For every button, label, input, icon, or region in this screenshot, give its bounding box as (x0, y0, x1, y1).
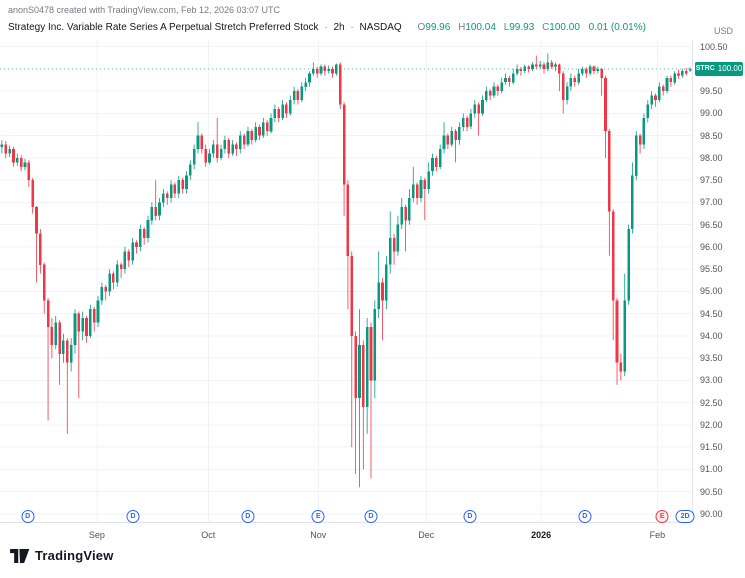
price-tick-label: 100.50 (700, 41, 728, 52)
legend-separator: · (324, 22, 328, 33)
price-tick-label: 95.50 (700, 264, 723, 275)
close-label: C (542, 22, 550, 33)
price-tick-label: 93.00 (700, 375, 723, 386)
time-axis-label: Dec (418, 530, 435, 540)
time-axis-label: Sep (88, 530, 105, 540)
low-label: L (503, 22, 510, 33)
open-label: O (417, 22, 426, 33)
price-scale[interactable]: 100.50 100.00 99.50 99.00 98.50 98.00 97.50 97.… (692, 40, 745, 522)
earnings-red-marker[interactable]: E (655, 510, 669, 523)
dividend-pill-marker[interactable]: 2D (675, 510, 695, 523)
open-value: 99.96 (425, 22, 451, 33)
exchange-label: NASDAQ (359, 22, 402, 33)
dividend-marker[interactable]: D (364, 510, 378, 523)
price-tick-label: 90.50 (700, 486, 723, 497)
dividend-marker[interactable]: D (463, 510, 477, 523)
time-axis-label: Feb (649, 530, 666, 540)
last-price-badge: STRC 100.00 (695, 61, 743, 76)
price-tick-label: 95.00 (700, 286, 723, 297)
tradingview-wordmark: TradingView (35, 548, 114, 563)
price-tick-label: 91.00 (700, 464, 723, 475)
price-tick-label: 96.00 (700, 241, 723, 252)
dividend-marker[interactable]: D (21, 510, 35, 523)
currency-label: USD (713, 26, 733, 36)
watermark-text: anonS0478 created with TradingView.com, … (8, 5, 281, 15)
time-axis-label: 2026 (531, 530, 552, 540)
price-tick-label: 92.00 (700, 419, 723, 430)
high-value: 100.04 (465, 22, 496, 33)
legend-separator: · (350, 22, 354, 33)
dividend-marker[interactable]: D (241, 510, 255, 523)
dividend-marker[interactable]: D (126, 510, 140, 523)
change-value: 0.01 (0.01%) (588, 22, 646, 33)
earnings-marker[interactable]: E (311, 510, 325, 523)
price-tick-label: 97.50 (700, 175, 723, 186)
time-axis-label: Oct (201, 530, 216, 540)
interval-label: 2h (333, 22, 345, 33)
badge-symbol: STRC (695, 65, 715, 73)
price-tick-label: 90.00 (700, 508, 723, 519)
price-tick-label: 97.00 (700, 197, 723, 208)
high-label: H (458, 22, 466, 33)
tradingview-logo[interactable]: TradingView (10, 548, 114, 563)
price-tick-label: 94.00 (700, 330, 723, 341)
price-tick-label: 98.00 (700, 152, 723, 163)
low-value: 99.93 (509, 22, 535, 33)
ohlc-values: O99.96 H100.04 L99.93 C100.00 0.01 (0.01… (412, 22, 645, 33)
tradingview-mark-icon (10, 548, 30, 563)
time-axis[interactable]: Sep Oct Nov Dec 2026 Feb (0, 522, 692, 547)
price-tick-label: 94.50 (700, 308, 723, 319)
price-tick-label: 91.50 (700, 442, 723, 453)
close-value: 100.00 (549, 22, 580, 33)
symbol-title: Strategy Inc. Variable Rate Series A Per… (8, 22, 319, 33)
price-tick-label: 96.50 (700, 219, 723, 230)
candlestick-chart[interactable] (0, 40, 692, 522)
price-tick-label: 99.50 (700, 86, 723, 97)
price-tick-label: 99.00 (700, 108, 723, 119)
dividend-marker[interactable]: D (578, 510, 592, 523)
badge-price: 100.00 (717, 64, 743, 74)
price-tick-label: 98.50 (700, 130, 723, 141)
price-tick-label: 93.50 (700, 353, 723, 364)
time-axis-label: Nov (310, 530, 327, 540)
price-tick-label: 92.50 (700, 397, 723, 408)
symbol-legend[interactable]: Strategy Inc. Variable Rate Series A Per… (8, 22, 646, 33)
